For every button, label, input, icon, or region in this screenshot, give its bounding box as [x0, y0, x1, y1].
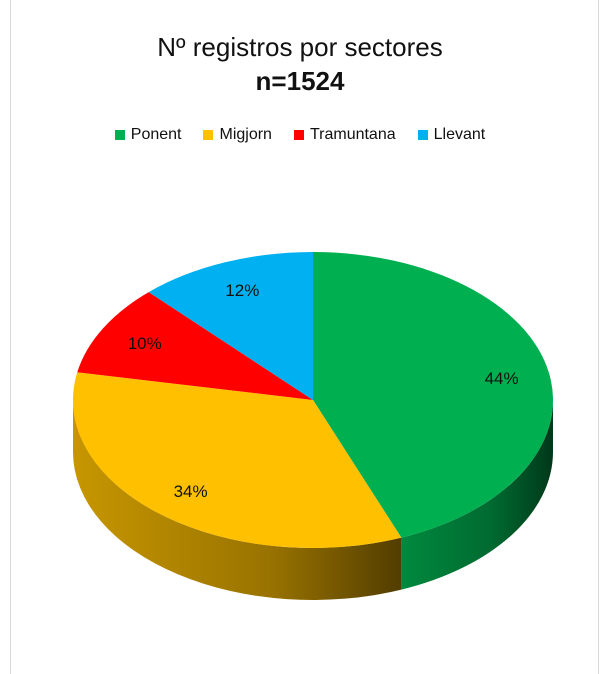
legend-swatch-tramuntana — [293, 130, 304, 140]
pie-sides — [73, 400, 553, 600]
legend-label-ponent: Ponent — [130, 126, 182, 143]
chart-title: Nº registros por sectores — [157, 32, 443, 62]
legend-item-llevant: Llevant — [417, 126, 486, 144]
pie-tops — [73, 252, 554, 549]
pie-labels: 44% 34% 10% 12% — [128, 281, 519, 501]
legend-swatch-migjorn — [203, 130, 214, 140]
legend-item-tramuntana: Tramuntana — [293, 126, 396, 144]
pie-slice-ponent — [313, 252, 554, 538]
pie-label-tramuntana: 10% — [128, 334, 162, 353]
chart-legend: Ponent Migjorn Tramuntana Llevant — [0, 126, 600, 144]
chart-subtitle: n=1524 — [255, 66, 345, 96]
legend-item-migjorn: Migjorn — [203, 126, 272, 144]
legend-swatch-ponent — [114, 130, 125, 140]
chart-title-block: Nº registros por sectores n=1524 — [0, 30, 600, 98]
legend-label-migjorn: Migjorn — [219, 126, 272, 143]
legend-label-tramuntana: Tramuntana — [309, 126, 396, 143]
legend-label-llevant: Llevant — [433, 126, 486, 143]
pie-side-migjorn — [73, 400, 402, 600]
pie-label-ponent: 44% — [485, 369, 519, 388]
legend-item-ponent: Ponent — [114, 126, 182, 144]
pie-slice-migjorn — [73, 372, 402, 549]
pie-slice-llevant — [148, 252, 313, 400]
legend-swatch-llevant — [417, 130, 428, 140]
pie-label-llevant: 12% — [225, 281, 259, 300]
pie-label-migjorn: 34% — [174, 482, 208, 501]
pie-side-ponent — [401, 400, 553, 590]
pie-slice-tramuntana — [77, 292, 313, 400]
